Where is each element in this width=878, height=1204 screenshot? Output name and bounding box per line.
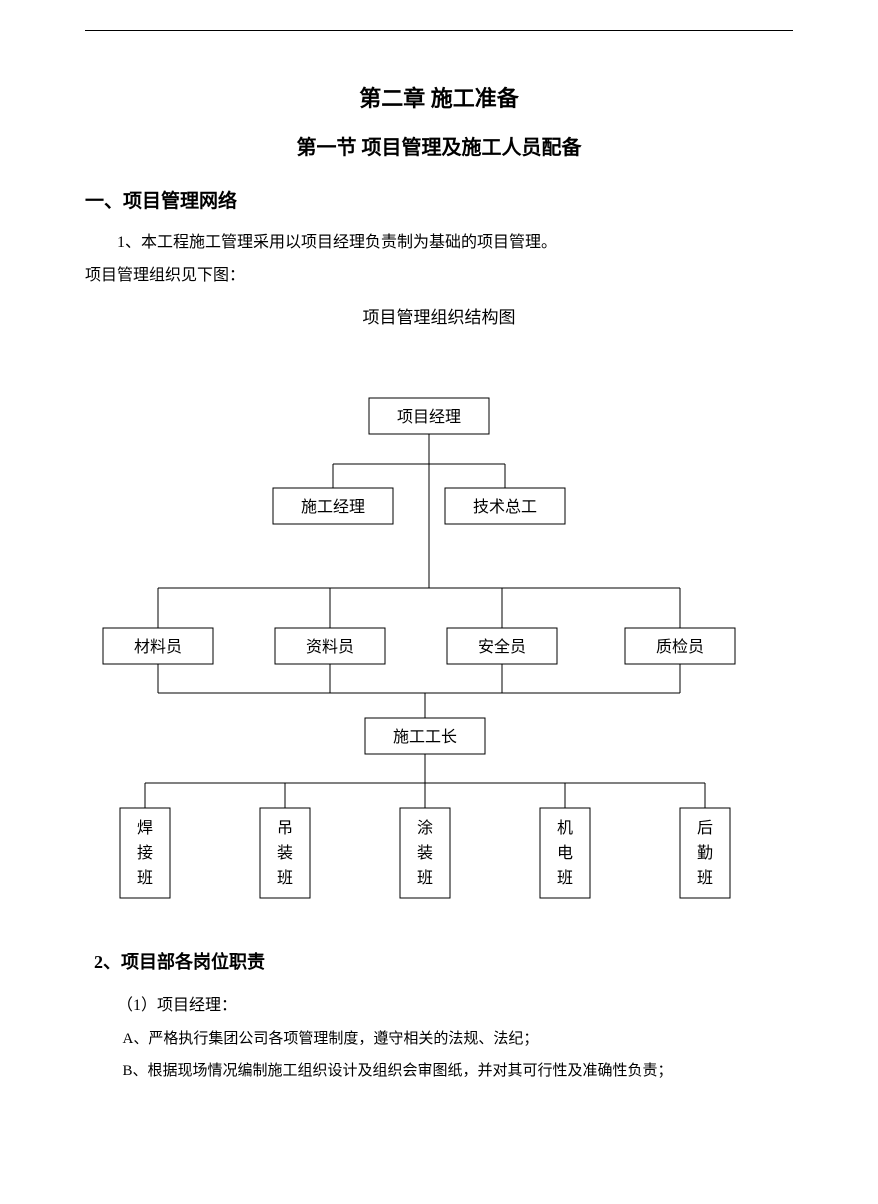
list-item-b: B、根据现场情况编制施工组织设计及组织会审图纸，并对其可行性及准确性负责；: [85, 1056, 793, 1086]
label-foreman: 施工工长: [393, 728, 457, 746]
label-welding-1: 焊: [137, 819, 153, 837]
label-elec-2: 电: [557, 844, 573, 862]
subitem-pm: （1）项目经理：: [85, 990, 793, 1022]
label-coat-3: 班: [417, 869, 433, 887]
label-tech-chief: 技术总工: [473, 498, 537, 516]
paragraph-2: 项目管理组织见下图：: [85, 262, 793, 291]
paragraph-1: 1、本工程施工管理采用以项目经理负责制为基础的项目管理。: [85, 229, 793, 258]
heading-responsibilities: 2、项目部各岗位职责: [85, 948, 793, 974]
label-log-2: 勤: [697, 844, 713, 862]
label-safety-staff: 安全员: [478, 638, 526, 656]
label-construction-manager: 施工经理: [301, 498, 365, 516]
section-title: 第一节 项目管理及施工人员配备: [85, 131, 793, 160]
top-horizontal-rule: [85, 30, 793, 31]
chart-title: 项目管理组织结构图: [85, 303, 793, 328]
label-hoist-2: 装: [277, 844, 293, 862]
label-hoist-1: 吊: [277, 820, 293, 837]
list-item-a: A、严格执行集团公司各项管理制度，遵守相关的法规、法纪；: [85, 1024, 793, 1054]
label-log-1: 后: [697, 819, 713, 837]
label-coat-2: 装: [417, 844, 433, 862]
label-log-3: 班: [697, 869, 713, 887]
label-project-manager: 项目经理: [397, 408, 461, 426]
label-welding-3: 班: [137, 869, 153, 887]
label-elec-1: 机: [557, 819, 573, 837]
heading-network: 一、项目管理网络: [85, 186, 793, 213]
label-hoist-3: 班: [277, 869, 293, 887]
org-chart: 项目经理 施工经理 技术总工 材料员 资料员 安全员 质检员: [85, 338, 793, 928]
label-document-staff: 资料员: [306, 638, 354, 656]
label-elec-3: 班: [557, 869, 573, 887]
label-welding-2: 接: [137, 844, 153, 862]
label-quality-staff: 质检员: [656, 638, 704, 656]
chapter-title: 第二章 施工准备: [85, 81, 793, 113]
label-material-staff: 材料员: [134, 638, 182, 656]
label-coat-1: 涂: [417, 819, 433, 837]
